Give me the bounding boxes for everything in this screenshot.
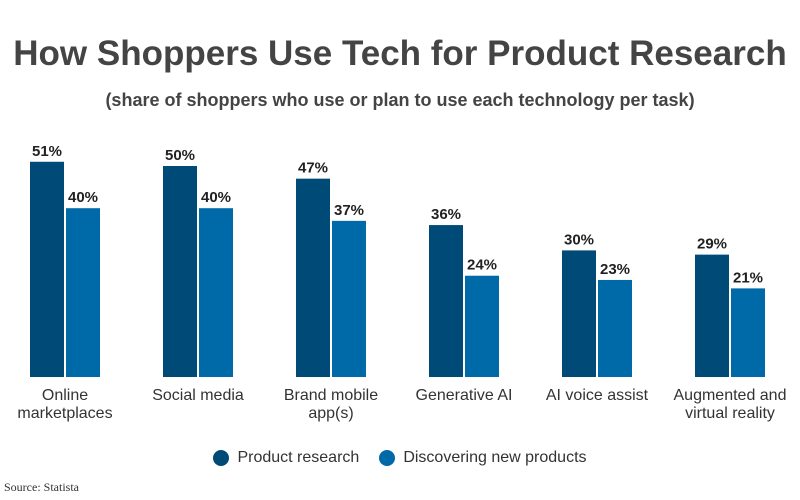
bar	[199, 208, 233, 377]
category-label: Social media	[152, 387, 244, 404]
category-label: Brand mobile	[284, 387, 378, 404]
bar	[465, 275, 499, 377]
category-label: Online	[42, 387, 88, 404]
legend-label: Discovering new products	[403, 449, 587, 466]
category-label: marketplaces	[17, 405, 112, 422]
bar	[66, 208, 100, 377]
chart-title: How Shoppers Use Tech for Product Resear…	[13, 34, 787, 73]
bar	[296, 178, 330, 377]
data-label: 36%	[431, 206, 461, 223]
data-label: 51%	[32, 143, 62, 160]
data-label: 37%	[334, 202, 364, 219]
chart-subtitle: (share of shoppers who use or plan to us…	[105, 90, 695, 110]
data-label: 40%	[201, 189, 231, 206]
data-label: 24%	[467, 257, 497, 274]
category-label: Generative AI	[416, 387, 513, 404]
bar	[30, 161, 64, 377]
category-label: app(s)	[308, 405, 353, 422]
data-label: 29%	[697, 236, 727, 253]
legend-label: Product research	[237, 449, 360, 466]
source-note: Source: Statista	[4, 480, 79, 494]
bar	[332, 220, 366, 377]
data-label: 23%	[600, 261, 630, 278]
bar	[163, 166, 197, 377]
data-label: 21%	[733, 269, 763, 286]
category-label: Augmented and	[674, 387, 787, 404]
data-label: 40%	[68, 189, 98, 206]
legend-item-product-research: Product research	[213, 449, 359, 467]
bar	[429, 225, 463, 377]
bar	[731, 288, 765, 377]
legend-swatch	[379, 450, 396, 466]
category-label: AI voice assist	[546, 387, 649, 404]
bar	[695, 254, 729, 377]
bar	[598, 279, 632, 377]
data-label: 47%	[298, 160, 328, 177]
legend-swatch	[213, 450, 230, 466]
category-label: virtual reality	[685, 405, 775, 422]
legend: Product research Discovering new product…	[0, 449, 800, 467]
data-label: 50%	[165, 147, 195, 164]
legend-item-discovering: Discovering new products	[379, 449, 587, 467]
data-label: 30%	[564, 231, 594, 248]
bar	[562, 250, 596, 377]
